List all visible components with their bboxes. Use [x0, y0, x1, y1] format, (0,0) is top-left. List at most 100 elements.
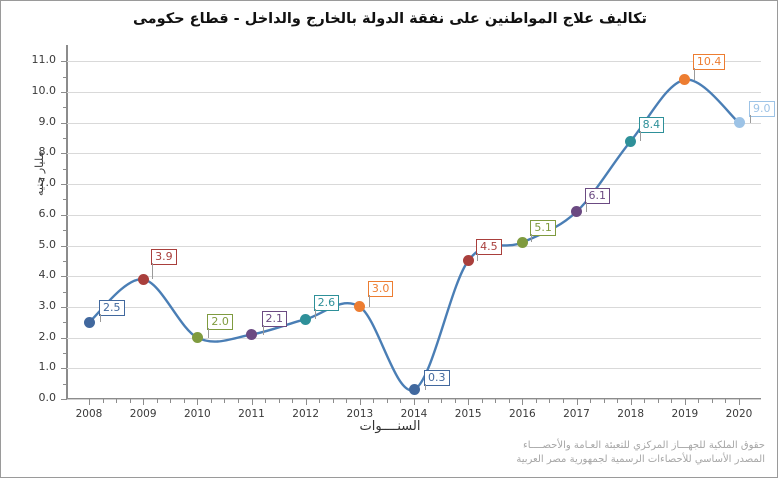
x-tick [305, 399, 307, 405]
x-tick-minor [400, 399, 402, 403]
data-point-marker[interactable] [733, 117, 745, 129]
label-connector [477, 252, 479, 261]
x-tick-minor [441, 399, 443, 403]
y-tick [61, 337, 67, 339]
x-tick-label: 2011 [238, 408, 265, 420]
x-tick [197, 399, 199, 405]
x-tick-minor [603, 399, 605, 403]
x-tick-minor [617, 399, 619, 403]
y-tick [61, 122, 67, 124]
data-point-label: 5.1 [530, 220, 556, 237]
x-tick-minor [224, 399, 226, 403]
label-connector [639, 131, 641, 142]
gridline [67, 245, 761, 247]
x-tick-minor [508, 399, 510, 403]
x-tick [468, 399, 470, 405]
x-tick-minor [102, 399, 104, 403]
label-connector [152, 263, 154, 280]
x-tick-minor [725, 399, 727, 403]
data-point-label: 3.0 [367, 280, 394, 297]
x-tick-minor [116, 399, 118, 403]
y-tick [61, 399, 67, 400]
label-connector [208, 327, 210, 338]
y-tick [61, 153, 67, 155]
gridline [67, 276, 761, 278]
y-tick-label: 6.0 [38, 206, 57, 220]
x-tick-label: 2010 [183, 408, 211, 420]
x-tick-minor [237, 399, 239, 403]
y-tick-minor [63, 322, 67, 324]
x-tick-label: 2012 [292, 408, 320, 420]
y-axis-title: مليار جنيه [33, 151, 46, 196]
x-tick-minor [319, 399, 321, 403]
y-tick-minor [63, 352, 67, 354]
x-tick-minor [170, 399, 172, 403]
x-tick-minor [427, 399, 429, 403]
x-tick-minor [156, 399, 158, 403]
y-tick-label: 3.0 [38, 298, 57, 312]
y-tick-label: 0.0 [38, 391, 57, 404]
label-connector [750, 114, 751, 123]
x-tick [684, 399, 686, 405]
label-connector [531, 234, 533, 243]
data-point-marker[interactable] [516, 236, 528, 248]
x-tick-label: 2014 [400, 408, 428, 420]
y-tick-minor [63, 260, 67, 262]
x-tick [359, 399, 361, 405]
x-tick-minor [590, 399, 592, 403]
data-point-marker[interactable] [83, 316, 95, 328]
chart-title: تكاليف علاج المواطنين على نفقة الدولة با… [133, 11, 647, 27]
x-tick [630, 399, 632, 405]
y-tick-minor [63, 107, 67, 109]
data-point-marker[interactable] [300, 313, 312, 325]
y-tick-minor [63, 138, 67, 140]
x-tick-minor [373, 399, 375, 403]
gridline [67, 368, 761, 370]
x-tick-label: 2016 [508, 408, 536, 420]
y-tick-label: 1.0 [38, 360, 57, 374]
x-tick-minor [562, 399, 564, 403]
x-tick-minor [292, 399, 294, 403]
data-point-marker[interactable] [679, 74, 691, 86]
gridline [67, 153, 761, 155]
y-tick-label: 7.0 [38, 176, 57, 190]
y-tick-minor [63, 168, 67, 170]
x-tick-minor [495, 399, 497, 403]
x-tick-minor [711, 399, 713, 403]
y-tick [61, 245, 67, 247]
x-tick-minor [183, 399, 185, 403]
gridline [67, 92, 761, 94]
data-point-marker[interactable] [191, 332, 203, 344]
x-tick-label: 2019 [671, 408, 699, 420]
x-axis-title: السنــــوات [359, 419, 421, 434]
x-tick-label: 2008 [75, 408, 103, 420]
y-tick-minor [63, 230, 67, 232]
x-tick-label: 2013 [346, 408, 374, 420]
x-tick [414, 399, 415, 405]
y-tick-minor [63, 383, 67, 385]
y-tick-label: 10.0 [31, 84, 57, 98]
x-tick [143, 399, 145, 405]
data-point-marker[interactable] [625, 135, 637, 147]
data-point-marker[interactable] [354, 301, 366, 313]
x-tick-minor [454, 399, 456, 403]
data-point-marker[interactable] [408, 384, 420, 396]
label-connector [100, 314, 101, 323]
x-tick-minor [481, 399, 483, 403]
y-tick-minor [63, 291, 67, 293]
gridline [67, 61, 761, 63]
y-tick-label: 5.0 [38, 237, 57, 251]
x-tick-minor [535, 399, 537, 403]
gridline [67, 184, 761, 186]
gridline [67, 214, 761, 216]
x-tick-minor [210, 399, 212, 403]
data-point-marker[interactable] [571, 206, 582, 218]
data-point-marker[interactable] [462, 255, 474, 267]
data-point-marker[interactable] [137, 273, 149, 285]
x-tick-minor [346, 399, 348, 403]
data-point-label: 4.5 [476, 238, 502, 255]
data-point-label: 10.4 [692, 53, 726, 70]
y-tick-minor [63, 199, 67, 201]
data-point-marker[interactable] [246, 329, 257, 341]
